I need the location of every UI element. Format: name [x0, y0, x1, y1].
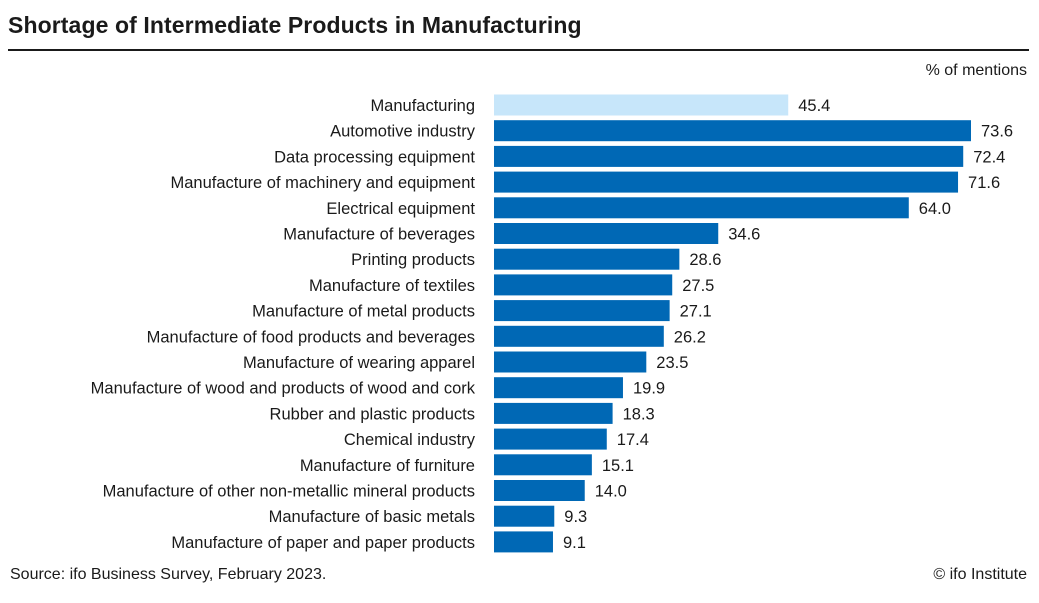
category-label: Manufacture of wearing apparel — [243, 354, 475, 372]
data-label: 14.0 — [595, 483, 627, 501]
category-label: Manufacture of other non-metallic minera… — [103, 483, 475, 501]
category-label: Electrical equipment — [326, 200, 475, 218]
unit-label: % of mentions — [925, 62, 1027, 79]
bar — [494, 274, 673, 296]
data-label: 19.9 — [633, 380, 665, 398]
category-label: Manufacturing — [370, 97, 475, 115]
data-label: 18.3 — [623, 405, 655, 423]
bar — [494, 300, 670, 322]
bar — [494, 377, 623, 399]
bar — [494, 480, 585, 501]
title-divider — [8, 49, 1029, 51]
data-label: 26.2 — [674, 328, 706, 346]
data-label: 28.6 — [689, 251, 721, 269]
bar — [494, 454, 592, 476]
bar — [494, 171, 959, 193]
category-label: Manufacture of wood and products of wood… — [91, 380, 476, 398]
data-label: 72.4 — [973, 148, 1005, 166]
bar — [494, 120, 971, 142]
bar — [494, 325, 664, 347]
data-label: 17.4 — [617, 431, 649, 449]
data-label: 45.4 — [798, 97, 830, 115]
bar — [494, 197, 909, 219]
category-label: Data processing equipment — [274, 148, 475, 166]
bar — [494, 94, 789, 116]
category-label: Printing products — [351, 251, 475, 269]
data-label: 73.6 — [981, 123, 1013, 141]
data-label: 9.1 — [563, 534, 586, 552]
bar — [494, 428, 607, 450]
data-label: 34.6 — [728, 226, 760, 244]
chart-title: Shortage of Intermediate Products in Man… — [8, 12, 582, 38]
data-label: 23.5 — [656, 354, 688, 372]
category-label: Manufacture of metal products — [252, 303, 475, 321]
bar — [494, 145, 964, 167]
category-label: Manufacture of furniture — [300, 457, 475, 475]
bar — [494, 402, 613, 424]
category-label: Manufacture of paper and paper products — [171, 534, 475, 552]
category-label: Rubber and plastic products — [270, 405, 475, 423]
bar — [494, 248, 680, 270]
data-label: 71.6 — [968, 174, 1000, 192]
data-label: 27.1 — [680, 303, 712, 321]
data-label: 64.0 — [919, 200, 951, 218]
category-label: Chemical industry — [344, 431, 476, 449]
category-label: Manufacture of basic metals — [269, 508, 475, 526]
bar — [494, 531, 553, 553]
bar — [494, 351, 647, 373]
source-note: Source: ifo Business Survey, February 20… — [10, 566, 327, 583]
data-label: 9.3 — [564, 508, 587, 526]
category-label: Manufacture of beverages — [283, 226, 475, 244]
bar — [494, 505, 555, 527]
copyright-note: © ifo Institute — [933, 566, 1027, 583]
category-label: Manufacture of food products and beverag… — [147, 328, 475, 346]
data-label: 15.1 — [602, 457, 634, 475]
category-label: Automotive industry — [330, 123, 476, 141]
category-label: Manufacture of machinery and equipment — [170, 174, 475, 192]
category-label: Manufacture of textiles — [309, 277, 475, 295]
data-label: 27.5 — [682, 277, 714, 295]
bar — [494, 223, 719, 244]
